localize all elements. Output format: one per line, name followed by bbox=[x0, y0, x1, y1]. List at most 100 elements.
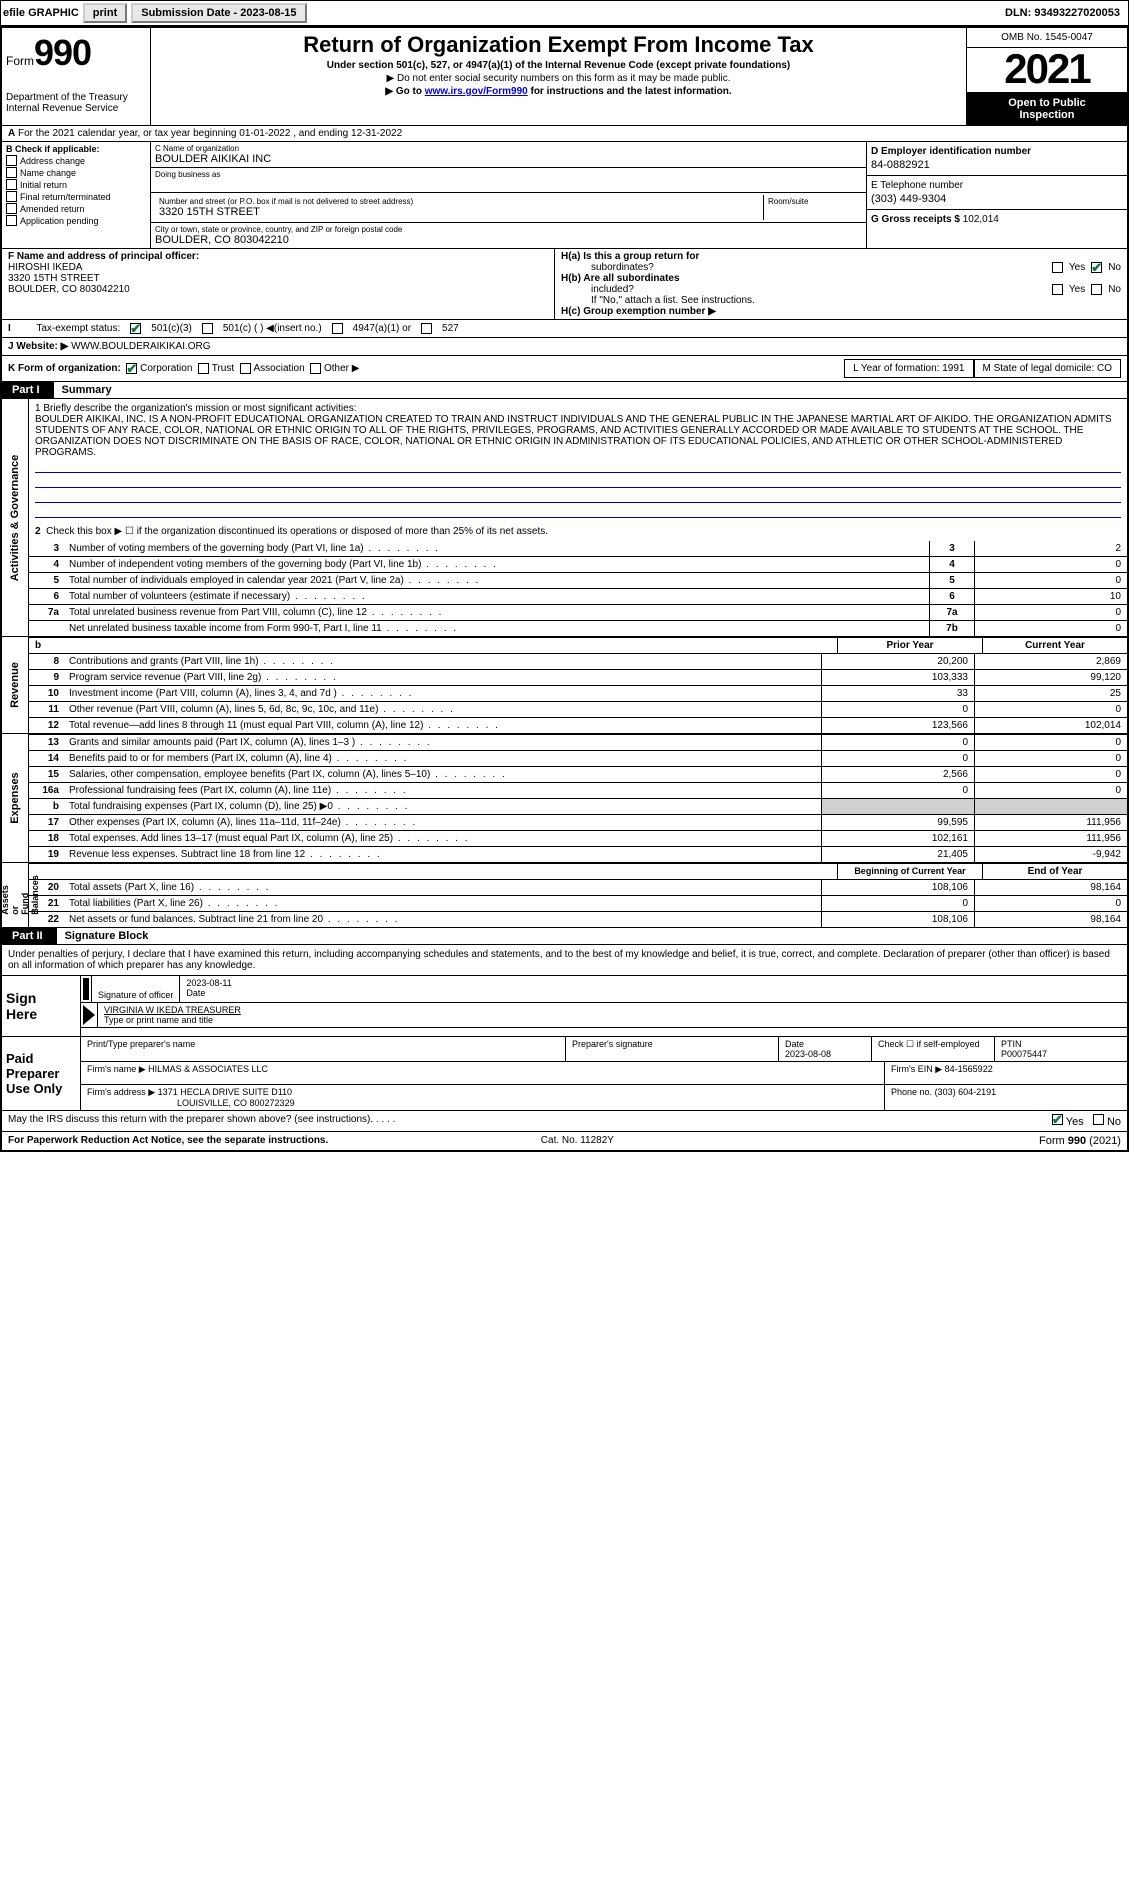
sig-date-label: Date bbox=[186, 988, 386, 998]
hb-label2: included? bbox=[591, 284, 634, 295]
gross-value: 102,014 bbox=[963, 214, 999, 225]
prior-value: 0 bbox=[821, 783, 974, 798]
prior-value: 102,161 bbox=[821, 831, 974, 846]
officer-addr2: BOULDER, CO 803042210 bbox=[8, 284, 548, 295]
current-value: 98,164 bbox=[974, 912, 1127, 927]
current-value: 0 bbox=[974, 702, 1127, 717]
website-value: WWW.BOULDERAIKIKAI.ORG bbox=[71, 341, 210, 352]
checkbox[interactable] bbox=[6, 215, 17, 226]
line-ref: 4 bbox=[929, 557, 974, 572]
form-prefix: Form bbox=[6, 54, 34, 68]
discuss-yes-checkbox[interactable] bbox=[1052, 1114, 1063, 1125]
checkbox[interactable] bbox=[6, 155, 17, 166]
current-value: 0 bbox=[974, 783, 1127, 798]
yes-label-2: Yes bbox=[1069, 284, 1085, 295]
4947-checkbox[interactable] bbox=[332, 323, 343, 334]
hb-yes-checkbox[interactable] bbox=[1052, 284, 1063, 295]
other-checkbox[interactable] bbox=[310, 363, 321, 374]
line-num: 6 bbox=[29, 589, 65, 604]
tel-value: (303) 449-9304 bbox=[871, 193, 1123, 205]
line-item: 8 Contributions and grants (Part VIII, l… bbox=[29, 653, 1127, 669]
checkbox[interactable] bbox=[6, 191, 17, 202]
assoc-checkbox[interactable] bbox=[240, 363, 251, 374]
print-button[interactable]: print bbox=[83, 3, 127, 23]
corp-label: Corporation bbox=[140, 363, 192, 374]
form-body: Form990 Department of the Treasury Inter… bbox=[0, 26, 1129, 1152]
pra-notice: For Paperwork Reduction Act Notice, see … bbox=[8, 1135, 328, 1147]
submission-date-button[interactable]: Submission Date - 2023-08-15 bbox=[131, 3, 306, 23]
trust-checkbox[interactable] bbox=[198, 363, 209, 374]
col-b: B Check if applicable: Address changeNam… bbox=[2, 142, 151, 248]
ein-label: D Employer identification number bbox=[871, 146, 1123, 157]
527-checkbox[interactable] bbox=[421, 323, 432, 334]
current-value: 25 bbox=[974, 686, 1127, 701]
line-num: 4 bbox=[29, 557, 65, 572]
declaration: Under penalties of perjury, I declare th… bbox=[2, 944, 1127, 975]
line-desc: Number of independent voting members of … bbox=[65, 557, 929, 572]
line-num: 8 bbox=[29, 654, 65, 669]
col-b-item: Amended return bbox=[6, 203, 146, 214]
form-title: Return of Organization Exempt From Incom… bbox=[157, 32, 960, 58]
prior-value: 0 bbox=[821, 735, 974, 750]
line-num: 12 bbox=[29, 718, 65, 733]
line-num: 18 bbox=[29, 831, 65, 846]
line-desc: Number of voting members of the governin… bbox=[65, 541, 929, 556]
checkbox-label: Application pending bbox=[20, 216, 99, 226]
checkbox[interactable] bbox=[6, 203, 17, 214]
line-value: 0 bbox=[974, 605, 1127, 620]
line-item: 3 Number of voting members of the govern… bbox=[29, 541, 1127, 556]
line-desc: Total revenue—add lines 8 through 11 (mu… bbox=[65, 718, 821, 733]
hb-no-checkbox[interactable] bbox=[1091, 284, 1102, 295]
line-desc: Total fundraising expenses (Part IX, col… bbox=[65, 799, 821, 814]
firm-phone: (303) 604-2191 bbox=[935, 1087, 997, 1097]
527-label: 527 bbox=[442, 323, 459, 334]
prior-value: 0 bbox=[821, 702, 974, 717]
501c-checkbox[interactable] bbox=[202, 323, 213, 334]
line-value: 0 bbox=[974, 621, 1127, 636]
row-fh: F Name and address of principal officer:… bbox=[2, 248, 1127, 319]
line-desc: Total assets (Part X, line 16) bbox=[65, 880, 821, 895]
org-name: BOULDER AIKIKAI INC bbox=[155, 153, 862, 165]
checkbox-label: Final return/terminated bbox=[20, 192, 111, 202]
line-value: 0 bbox=[974, 557, 1127, 572]
pra-row: For Paperwork Reduction Act Notice, see … bbox=[2, 1131, 1127, 1150]
preparer-sig-label: Preparer's signature bbox=[565, 1037, 778, 1061]
checkbox[interactable] bbox=[6, 167, 17, 178]
prior-value: 0 bbox=[821, 896, 974, 911]
ein-value: 84-0882921 bbox=[871, 159, 1123, 171]
discuss-yes-label: Yes bbox=[1066, 1116, 1084, 1128]
line-ref: 5 bbox=[929, 573, 974, 588]
prior-value: 21,405 bbox=[821, 847, 974, 862]
line-num: 9 bbox=[29, 670, 65, 685]
ha-yes-checkbox[interactable] bbox=[1052, 262, 1063, 273]
line-desc: Net unrelated business taxable income fr… bbox=[65, 621, 929, 636]
year-formation-value: 1991 bbox=[942, 363, 964, 374]
firm-addr2: LOUISVILLE, CO 800272329 bbox=[177, 1098, 295, 1108]
line-item: 6 Total number of volunteers (estimate i… bbox=[29, 588, 1127, 604]
line-item: 12 Total revenue—add lines 8 through 11 … bbox=[29, 717, 1127, 733]
col-d: D Employer identification number 84-0882… bbox=[866, 142, 1127, 248]
col-b-item: Final return/terminated bbox=[6, 191, 146, 202]
line-item: 15 Salaries, other compensation, employe… bbox=[29, 766, 1127, 782]
501c3-checkbox[interactable] bbox=[130, 323, 141, 334]
current-value: 0 bbox=[974, 735, 1127, 750]
row-j: J Website: ▶ WWW.BOULDERAIKIKAI.ORG bbox=[2, 337, 1127, 355]
irs-link[interactable]: www.irs.gov/Form990 bbox=[425, 86, 528, 97]
gross-label: G Gross receipts $ bbox=[871, 214, 960, 225]
firm-name-label: Firm's name ▶ bbox=[87, 1064, 146, 1074]
part-i-header: Part I Summary bbox=[2, 381, 1127, 398]
corp-checkbox[interactable] bbox=[126, 363, 137, 374]
tab-revenue: Revenue bbox=[9, 662, 21, 708]
discuss-no-label: No bbox=[1107, 1116, 1121, 1128]
discuss-no-checkbox[interactable] bbox=[1093, 1114, 1104, 1125]
domicile-value: CO bbox=[1097, 363, 1112, 374]
col-b-item: Name change bbox=[6, 167, 146, 178]
checkbox[interactable] bbox=[6, 179, 17, 190]
line-item: 5 Total number of individuals employed i… bbox=[29, 572, 1127, 588]
checkbox-label: Amended return bbox=[20, 204, 85, 214]
officer-label: F Name and address of principal officer: bbox=[8, 251, 548, 262]
line-num: 10 bbox=[29, 686, 65, 701]
paid-preparer-block: Paid Preparer Use Only Print/Type prepar… bbox=[2, 1036, 1127, 1110]
current-value: 111,956 bbox=[974, 815, 1127, 830]
ha-no-checkbox[interactable] bbox=[1091, 262, 1102, 273]
